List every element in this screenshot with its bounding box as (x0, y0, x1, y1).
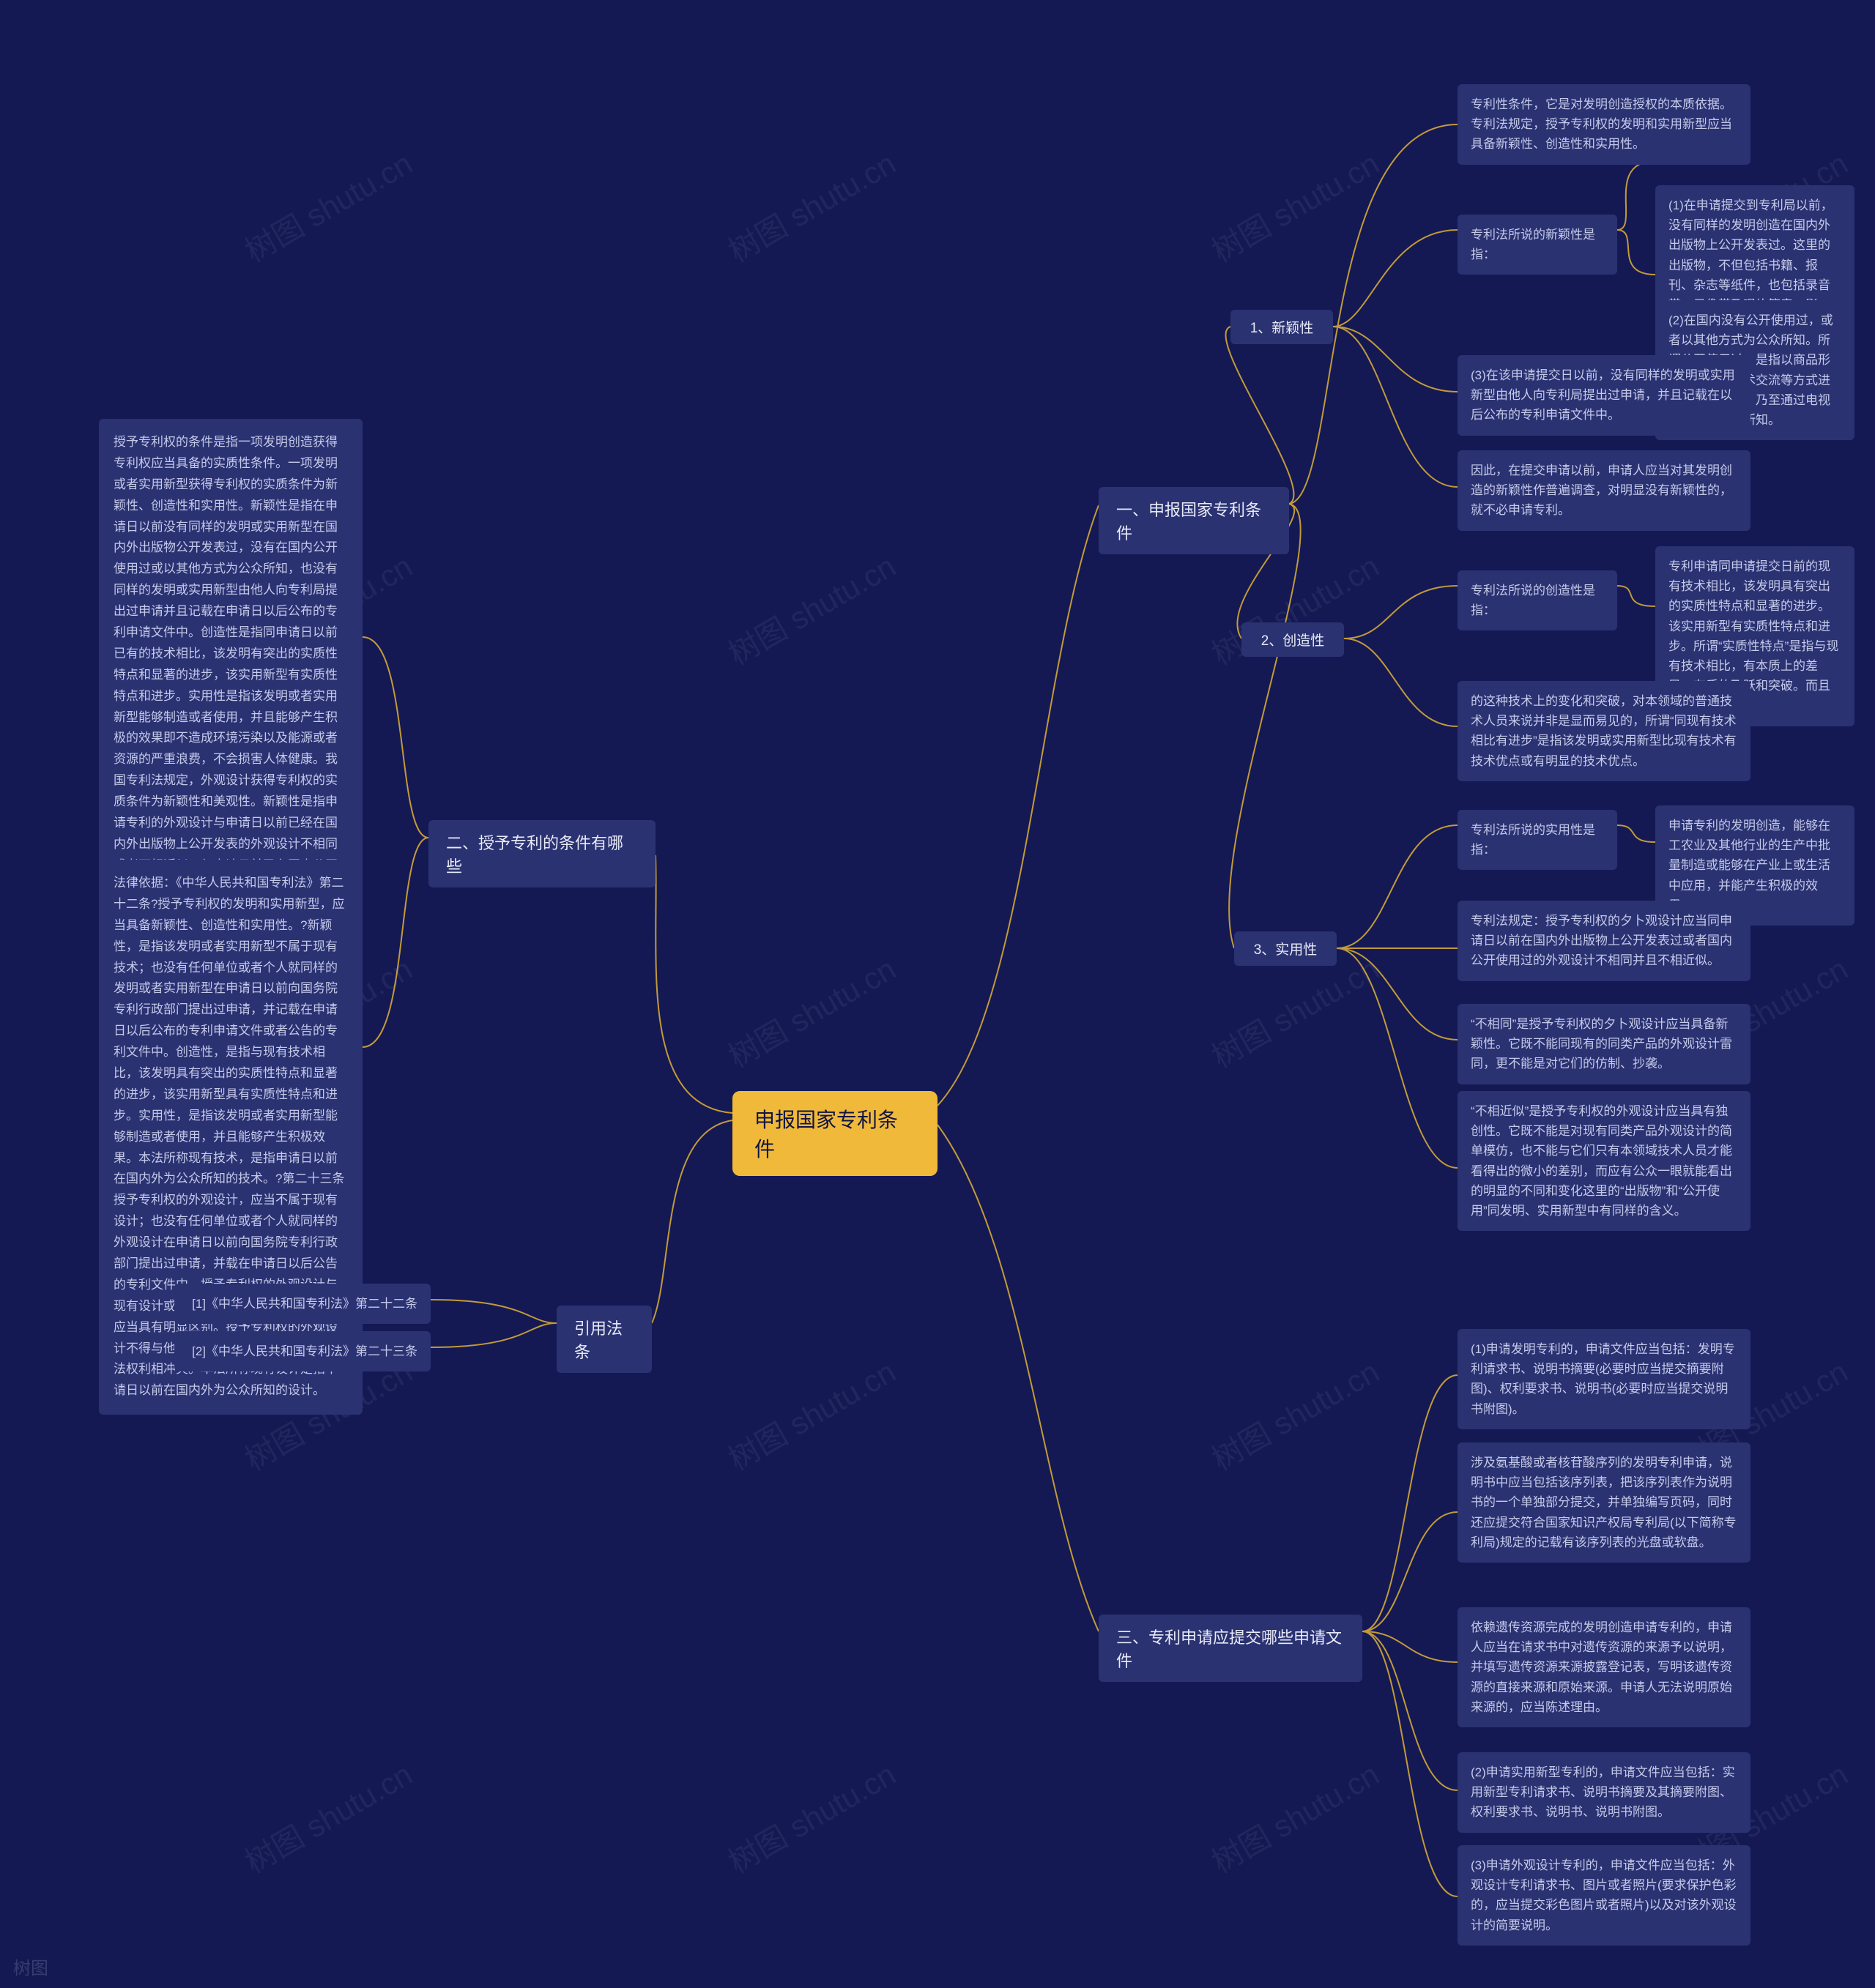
b1-sub3-l2: “不相同”是授予专利权的夕卜观设计应当具备新颖性。它既不能同现有的同类产品的外观… (1458, 1004, 1750, 1084)
center-node: 申报国家专利条件 (732, 1091, 938, 1176)
b1-sub1-intro: 专利法所说的新颖性是指： (1458, 215, 1617, 275)
branch-2: 二、授予专利的条件有哪些 (428, 820, 656, 887)
b1-sub1-l4: 因此，在提交申请以前，申请人应当对其发明创造的新颖性作普遍调查，对明显没有新颖性… (1458, 450, 1750, 531)
b1-sub2-intro: 专利法所说的创造性是指： (1458, 570, 1617, 630)
branch-1: 一、申报国家专利条件 (1099, 487, 1289, 554)
b3-l5: (3)申请外观设计专利的，申请文件应当包括：外观设计专利请求书、图片或者照片(要… (1458, 1845, 1750, 1946)
watermark: 树图 shutu.cn (719, 139, 903, 271)
b1-sub1-l3: (3)在该申请提交日以前，没有同样的发明或实用新型由他人向专利局提出过申请，并且… (1458, 355, 1750, 436)
corner-watermark: 树图 (13, 1954, 48, 1979)
watermark: 树图 shutu.cn (719, 1347, 903, 1479)
b1-sub3-l3: “不相近似”是授予专利权的外观设计应当具有独创性。它既不能是对现有同类产品外观设… (1458, 1091, 1750, 1231)
watermark: 树图 shutu.cn (236, 139, 420, 271)
b3-l4: (2)申请实用新型专利的，申请文件应当包括：实用新型专利请求书、说明书摘要及其摘… (1458, 1752, 1750, 1833)
watermark: 树图 shutu.cn (1203, 139, 1386, 271)
watermark: 树图 shutu.cn (236, 1750, 420, 1882)
b1-top-leaf: 专利性条件，它是对发明创造授权的本质依据。专利法规定，授予专利权的发明和实用新型… (1458, 84, 1750, 165)
branch-cite: 引用法条 (557, 1306, 652, 1373)
watermark: 树图 shutu.cn (719, 542, 903, 674)
b3-l1: (1)申请发明专利的，申请文件应当包括：发明专利请求书、说明书摘要(必要时应当提… (1458, 1329, 1750, 1429)
watermark: 树图 shutu.cn (1203, 1750, 1386, 1882)
b1-sub2-l2: 的这种技术上的变化和突破，对本领域的普通技术人员来说并非是显而易见的，所谓“同现… (1458, 681, 1750, 781)
b3-l3: 依赖遗传资源完成的发明创造申请专利的，申请人应当在请求书中对遗传资源的来源予以说… (1458, 1607, 1750, 1727)
b3-l2: 涉及氨基酸或者核苷酸序列的发明专利申请，说明书中应当包括该序列表，把该序列表作为… (1458, 1442, 1750, 1563)
branch-3: 三、专利申请应提交哪些申请文件 (1099, 1615, 1362, 1682)
b1-sub-novelty: 1、新颖性 (1230, 310, 1333, 344)
b1-sub-creativity: 2、创造性 (1241, 622, 1344, 657)
watermark: 树图 shutu.cn (719, 945, 903, 1076)
b1-sub3-intro: 专利法所说的实用性是指： (1458, 810, 1617, 870)
watermark: 树图 shutu.cn (1203, 1347, 1386, 1479)
watermark: 树图 shutu.cn (719, 1750, 903, 1882)
b1-sub-utility: 3、实用性 (1234, 931, 1337, 966)
cite-leaf-2: [2]《中华人民共和国专利法》第二十三条 (174, 1331, 431, 1371)
cite-leaf-1: [1]《中华人民共和国专利法》第二十二条 (174, 1284, 431, 1324)
b1-sub3-l1: 专利法规定：授予专利权的夕卜观设计应当同申请日以前在国内外出版物上公开发表过或者… (1458, 901, 1750, 981)
